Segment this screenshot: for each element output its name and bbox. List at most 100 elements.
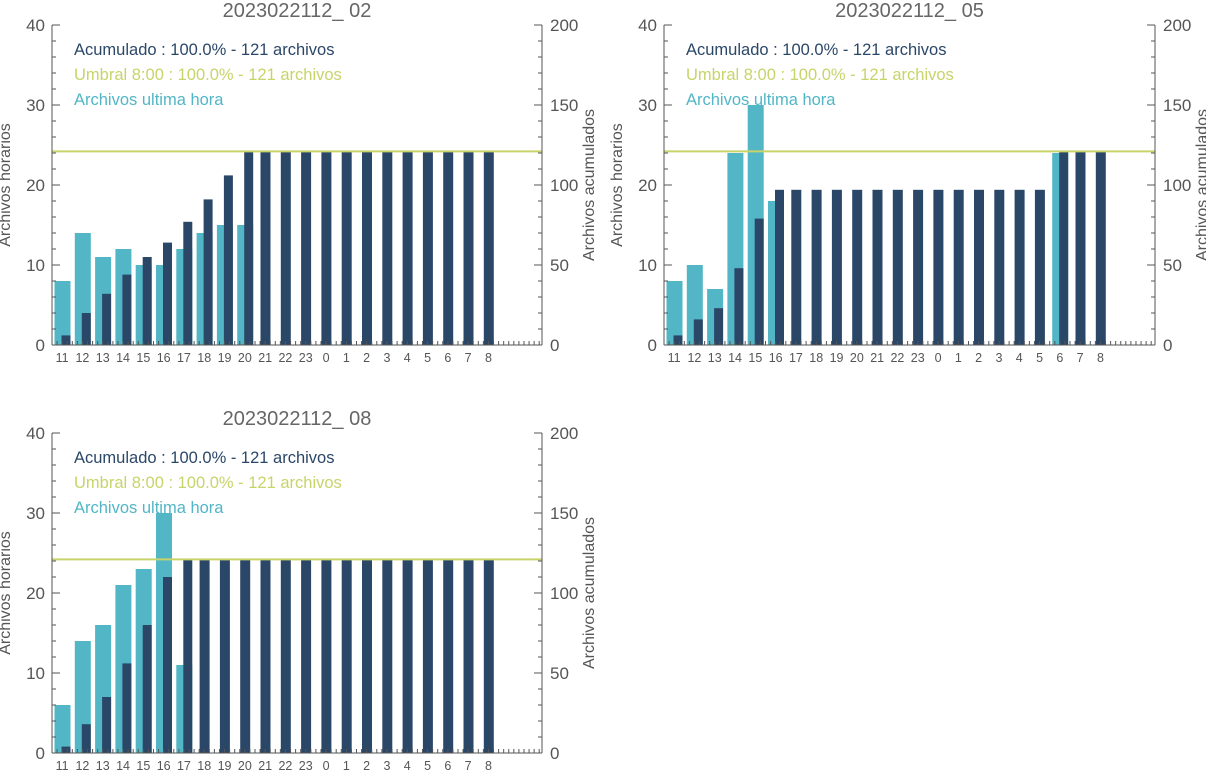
x-tick-label: 14	[116, 759, 130, 771]
right-tick-label: 50	[550, 256, 569, 275]
bar-cumulative-0	[321, 151, 332, 345]
x-tick-label: 23	[299, 759, 313, 771]
x-tick-label: 23	[299, 351, 313, 365]
x-tick-label: 22	[278, 351, 292, 365]
x-tick-label: 5	[1036, 351, 1043, 365]
x-tick-label: 8	[485, 759, 492, 771]
x-tick-label: 19	[218, 759, 232, 771]
bar-cumulative-16	[163, 577, 172, 753]
right-tick-label: 100	[1163, 176, 1191, 195]
right-tick-label: 200	[1163, 16, 1191, 35]
legend-threshold: Umbral 8:00 : 100.0% - 121 archivos	[686, 66, 954, 84]
bar-cumulative-7	[463, 559, 474, 753]
right-tick-label: 150	[550, 504, 578, 523]
bar-cumulative-8	[483, 151, 494, 345]
x-tick-label: 0	[323, 759, 330, 771]
bar-cumulative-16	[163, 242, 172, 345]
bar-cumulative-13	[102, 697, 112, 753]
left-tick-label: 10	[26, 664, 45, 683]
x-tick-label: 11	[56, 759, 69, 771]
bar-cumulative-13	[102, 293, 112, 345]
x-tick-label: 19	[830, 351, 844, 365]
right-tick-label: 150	[1163, 96, 1191, 115]
x-tick-label: 16	[157, 351, 171, 365]
x-tick-label: 1	[955, 351, 962, 365]
legend-cumulative: Acumulado : 100.0% - 121 archivos	[686, 41, 946, 59]
left-tick-label: 0	[36, 336, 45, 355]
y-axis-label: Archivos horarios	[0, 531, 14, 655]
bar-cumulative-11	[61, 335, 71, 345]
bar-hourly-11	[54, 281, 71, 345]
x-tick-label: 12	[75, 759, 89, 771]
chart-title: 2023022112_ 08	[223, 408, 372, 430]
x-tick-label: 20	[238, 351, 252, 365]
x-tick-label: 17	[789, 351, 803, 365]
bar-cumulative-14	[122, 274, 132, 345]
x-tick-label: 7	[1077, 351, 1084, 365]
bar-cumulative-12	[693, 319, 703, 345]
x-tick-label: 6	[444, 351, 451, 365]
bar-cumulative-15	[142, 625, 152, 753]
left-tick-label: 30	[638, 96, 657, 115]
right-tick-label: 200	[550, 424, 578, 443]
x-tick-label: 0	[935, 351, 942, 365]
right-tick-label: 50	[1163, 256, 1182, 275]
bar-cumulative-3	[382, 559, 393, 753]
x-tick-label: 15	[748, 351, 762, 365]
left-tick-label: 40	[638, 16, 657, 35]
x-tick-label: 13	[96, 351, 110, 365]
right-tick-label: 50	[550, 664, 569, 683]
x-tick-label: 16	[769, 351, 783, 365]
bar-cumulative-5	[422, 151, 433, 345]
bar-cumulative-3	[994, 189, 1005, 345]
bar-cumulative-5	[422, 559, 433, 753]
bar-cumulative-18	[199, 559, 210, 753]
right-tick-label: 150	[550, 96, 578, 115]
x-tick-label: 1	[343, 351, 350, 365]
x-tick-label: 18	[197, 351, 211, 365]
x-tick-label: 13	[96, 759, 110, 771]
bar-cumulative-1	[953, 189, 964, 345]
legend-threshold: Umbral 8:00 : 100.0% - 121 archivos	[74, 474, 342, 492]
bar-cumulative-4	[1014, 189, 1025, 345]
left-tick-label: 10	[26, 256, 45, 275]
x-tick-label: 21	[870, 351, 884, 365]
x-tick-label: 19	[218, 351, 232, 365]
bar-cumulative-22	[280, 151, 291, 345]
bar-cumulative-1	[341, 559, 352, 753]
x-tick-label: 22	[278, 759, 292, 771]
x-tick-label: 13	[708, 351, 722, 365]
x-tick-label: 18	[197, 759, 211, 771]
bar-cumulative-8	[1095, 151, 1106, 345]
x-tick-label: 6	[1056, 351, 1063, 365]
bar-cumulative-17	[183, 221, 193, 345]
bar-cumulative-23	[301, 559, 312, 753]
x-tick-label: 4	[404, 351, 411, 365]
right-tick-label: 100	[550, 176, 578, 195]
bar-cumulative-21	[260, 151, 271, 345]
bar-cumulative-11	[673, 335, 683, 345]
x-tick-label: 3	[383, 351, 390, 365]
x-tick-label: 16	[157, 759, 171, 771]
bar-cumulative-7	[463, 151, 474, 345]
x-tick-label: 0	[323, 351, 330, 365]
bar-cumulative-6	[443, 559, 454, 753]
y-axis-label: Archivos horarios	[0, 123, 14, 247]
right-tick-label: 0	[550, 336, 559, 355]
y-axis-label: Archivos horarios	[609, 123, 626, 247]
bar-cumulative-23	[301, 151, 312, 345]
right-tick-label: 0	[1163, 336, 1172, 355]
bar-cumulative-2	[362, 151, 372, 345]
x-tick-label: 12	[75, 351, 89, 365]
x-tick-label: 14	[116, 351, 130, 365]
x-tick-label: 8	[1097, 351, 1104, 365]
bar-cumulative-20	[852, 189, 863, 345]
left-tick-label: 20	[638, 176, 657, 195]
bar-cumulative-19	[831, 189, 842, 345]
bar-hourly-11	[54, 705, 71, 753]
bar-cumulative-2	[362, 559, 372, 753]
